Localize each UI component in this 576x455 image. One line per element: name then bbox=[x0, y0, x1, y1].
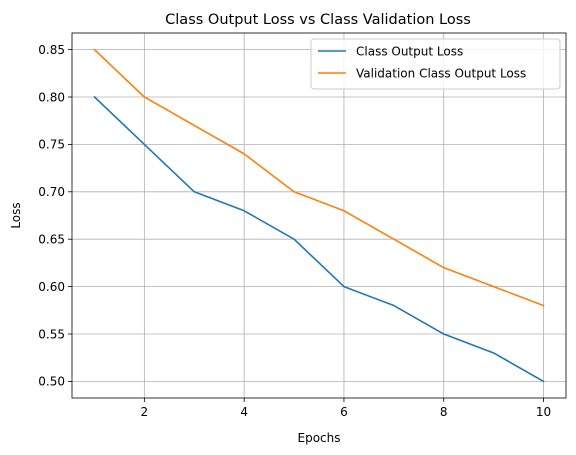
y-tick-label: 0.85 bbox=[38, 43, 65, 57]
y-tick-label: 0.50 bbox=[38, 375, 65, 389]
chart-title: Class Output Loss vs Class Validation Lo… bbox=[165, 12, 471, 28]
series-line-validation-class-output-loss bbox=[93, 48, 545, 307]
x-tick-label: 2 bbox=[141, 405, 149, 419]
legend-box bbox=[310, 38, 561, 90]
x-tick-label: 4 bbox=[240, 405, 248, 419]
x-tick-label: 8 bbox=[440, 405, 448, 419]
x-tick-label: 6 bbox=[340, 405, 348, 419]
axis-ticks: 2 4 6 8 10 0.50 0.55 0.60 0.65 0.70 0.75 0.80 0.85 bbox=[38, 43, 551, 419]
series-lines bbox=[93, 48, 545, 383]
legend: Class Output Loss Validation Class Outpu… bbox=[310, 38, 561, 90]
plot-frame bbox=[71, 32, 567, 399]
x-tick-label: 10 bbox=[536, 405, 551, 419]
y-tick-label: 0.65 bbox=[38, 233, 65, 247]
y-tick-label: 0.70 bbox=[38, 185, 65, 199]
y-tick-label: 0.55 bbox=[38, 327, 65, 341]
y-tick-label: 0.60 bbox=[38, 280, 65, 294]
x-axis-label: Epochs bbox=[298, 431, 341, 445]
y-tick-label: 0.80 bbox=[38, 90, 65, 104]
y-tick-label: 0.75 bbox=[38, 138, 65, 152]
series-line-class-output-loss bbox=[93, 95, 545, 383]
y-axis-label: Loss bbox=[9, 202, 23, 228]
legend-label-class-output-loss: Class Output Loss bbox=[356, 45, 463, 59]
legend-label-validation-class-output-loss: Validation Class Output Loss bbox=[356, 67, 526, 81]
